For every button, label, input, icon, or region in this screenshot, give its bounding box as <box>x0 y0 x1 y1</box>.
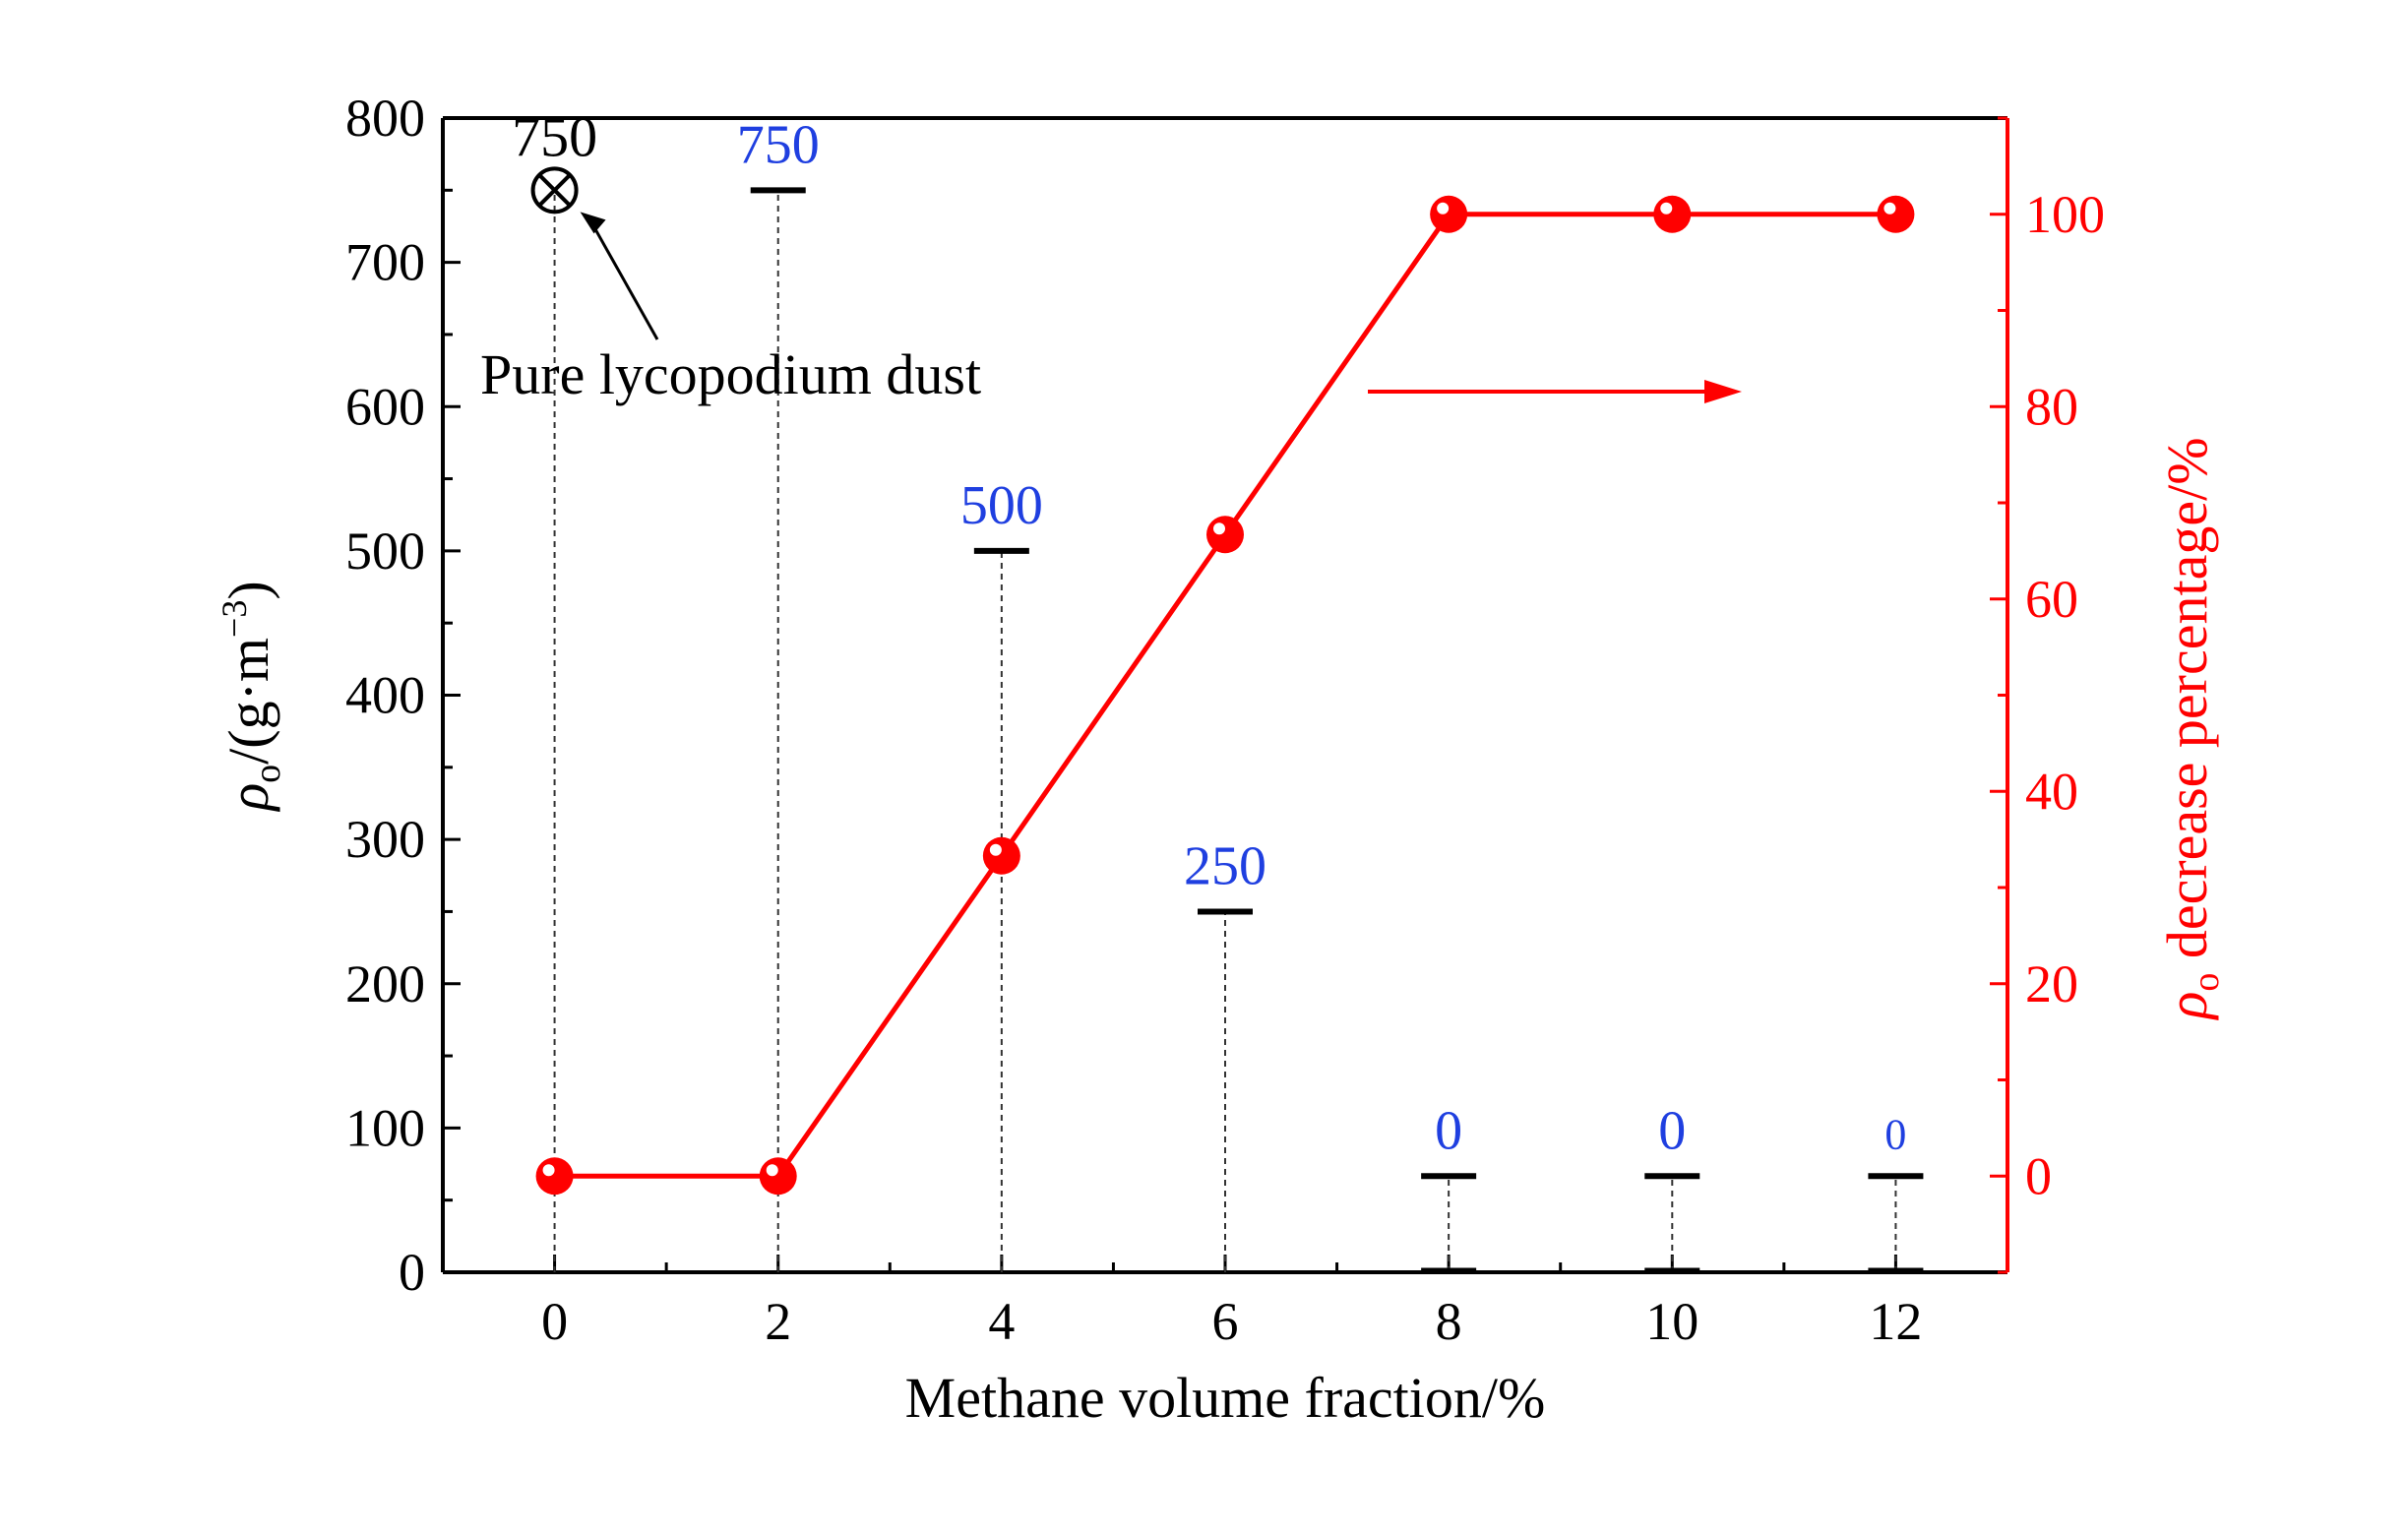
stem-value-label: 250 <box>1184 835 1266 896</box>
percent-point-highlight <box>766 1164 778 1177</box>
y-left-tick-label: 300 <box>345 810 425 869</box>
percent-point <box>759 1157 797 1196</box>
pure-dust-marker-cross <box>538 173 571 207</box>
y-left-tick-label: 200 <box>345 954 425 1013</box>
y-left-tick-label: 100 <box>345 1098 425 1157</box>
y-right-tick-label: 60 <box>2025 570 2078 629</box>
marks-layer <box>530 166 1924 1273</box>
y-right-tick-label: 100 <box>2025 185 2105 244</box>
y-right-tick-label: 40 <box>2025 762 2078 821</box>
x-tick-label: 2 <box>765 1292 791 1351</box>
stem-value-label: 0 <box>1884 1110 1906 1158</box>
percent-point <box>1430 195 1468 233</box>
stem-value-label: 750 <box>737 114 820 175</box>
x-tick-label: 0 <box>541 1292 568 1351</box>
annotation-label: Pure lycopodium dust <box>480 342 981 406</box>
x-tick-label: 10 <box>1645 1292 1698 1351</box>
y-left-tick-label: 600 <box>345 377 425 436</box>
x-axis-title: Methane volume fraction/% <box>905 1366 1546 1430</box>
x-tick-label: 6 <box>1212 1292 1239 1351</box>
x-tick-label: 4 <box>988 1292 1015 1351</box>
pure-dust-marker <box>530 166 579 215</box>
stem-value-label: 500 <box>960 475 1043 536</box>
percent-point <box>535 1157 574 1196</box>
annotation-arrow-head <box>580 212 606 234</box>
y-left-tick-label: 0 <box>399 1243 425 1302</box>
percent-point <box>1206 516 1244 554</box>
percent-point-highlight <box>542 1164 555 1177</box>
percent-point <box>1653 195 1692 233</box>
y-right-tick-label: 0 <box>2025 1146 2052 1205</box>
annotation-arrow-line <box>588 218 659 340</box>
percent-point-highlight <box>1437 202 1450 215</box>
percent-point <box>982 836 1020 875</box>
percent-point-highlight <box>1213 522 1225 535</box>
y-right-tick-label: 80 <box>2025 377 2078 436</box>
labels-layer: 0 2 4 6 8 10 120100200300400500600700800020406… <box>215 89 2227 1430</box>
percent-point-highlight <box>1660 202 1673 215</box>
axes-layer <box>441 116 2009 1274</box>
percent-point-highlight <box>1883 202 1896 215</box>
y-right-tick-label: 20 <box>2025 954 2078 1013</box>
y-left-axis-title: ρo/(g·m−3) <box>215 581 288 812</box>
y-left-tick-label: 800 <box>345 89 425 148</box>
right-axis-arrow-head <box>1704 380 1742 403</box>
y-right-axis-title: ρo decrease percentage/% <box>2155 437 2227 1020</box>
y-left-tick-label: 700 <box>345 233 425 292</box>
x-tick-label: 12 <box>1869 1292 1922 1351</box>
stem-value-label: 0 <box>1658 1100 1686 1161</box>
x-tick-label: 8 <box>1436 1292 1462 1351</box>
stem-value-label: 750 <box>512 104 597 168</box>
y-left-tick-label: 400 <box>345 666 425 725</box>
percent-point <box>1877 195 1915 233</box>
y-left-tick-label: 500 <box>345 522 425 581</box>
percent-point-highlight <box>989 843 1002 856</box>
stem-value-label: 0 <box>1435 1100 1462 1161</box>
